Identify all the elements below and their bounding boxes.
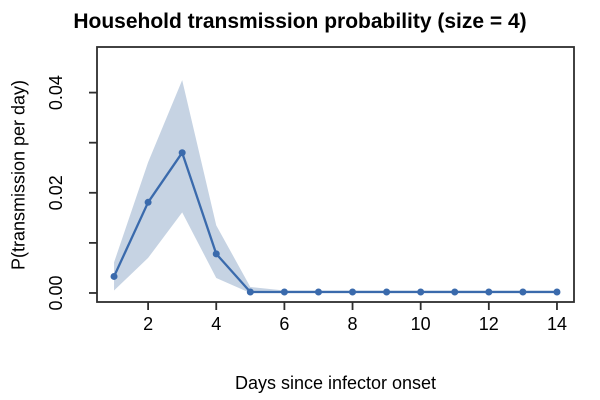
y-axis-label: P(transmission per day) (8, 79, 29, 271)
x-tick-label: 10 (411, 314, 431, 334)
confidence-band (114, 80, 557, 293)
data-point (110, 272, 118, 280)
y-tick-label: 0.04 (46, 75, 66, 110)
x-tick-label: 2 (143, 314, 153, 334)
data-point (144, 198, 152, 206)
series-line (112, 151, 559, 294)
x-tick-label: 6 (279, 314, 289, 334)
data-point (383, 288, 391, 296)
data-point (417, 288, 425, 296)
x-axis-label: Days since infector onset (234, 373, 437, 393)
y-tick-label: 0.02 (46, 175, 66, 210)
plot-box (96, 46, 575, 303)
data-point (246, 288, 254, 296)
x-tick-label: 4 (211, 314, 221, 334)
x-tick-label: 8 (348, 314, 358, 334)
data-point (485, 288, 493, 296)
data-point (212, 250, 220, 258)
y-tick-label: 0.00 (46, 275, 66, 310)
data-point (519, 288, 527, 296)
x-tick-label: 14 (547, 314, 567, 334)
data-point (349, 288, 357, 296)
data-point (178, 149, 186, 157)
data-point (280, 288, 288, 296)
chart-title: Household transmission probability (size… (73, 10, 527, 33)
data-point (451, 288, 459, 296)
data-point (553, 288, 561, 296)
data-point (314, 288, 322, 296)
x-tick-label: 12 (479, 314, 499, 334)
